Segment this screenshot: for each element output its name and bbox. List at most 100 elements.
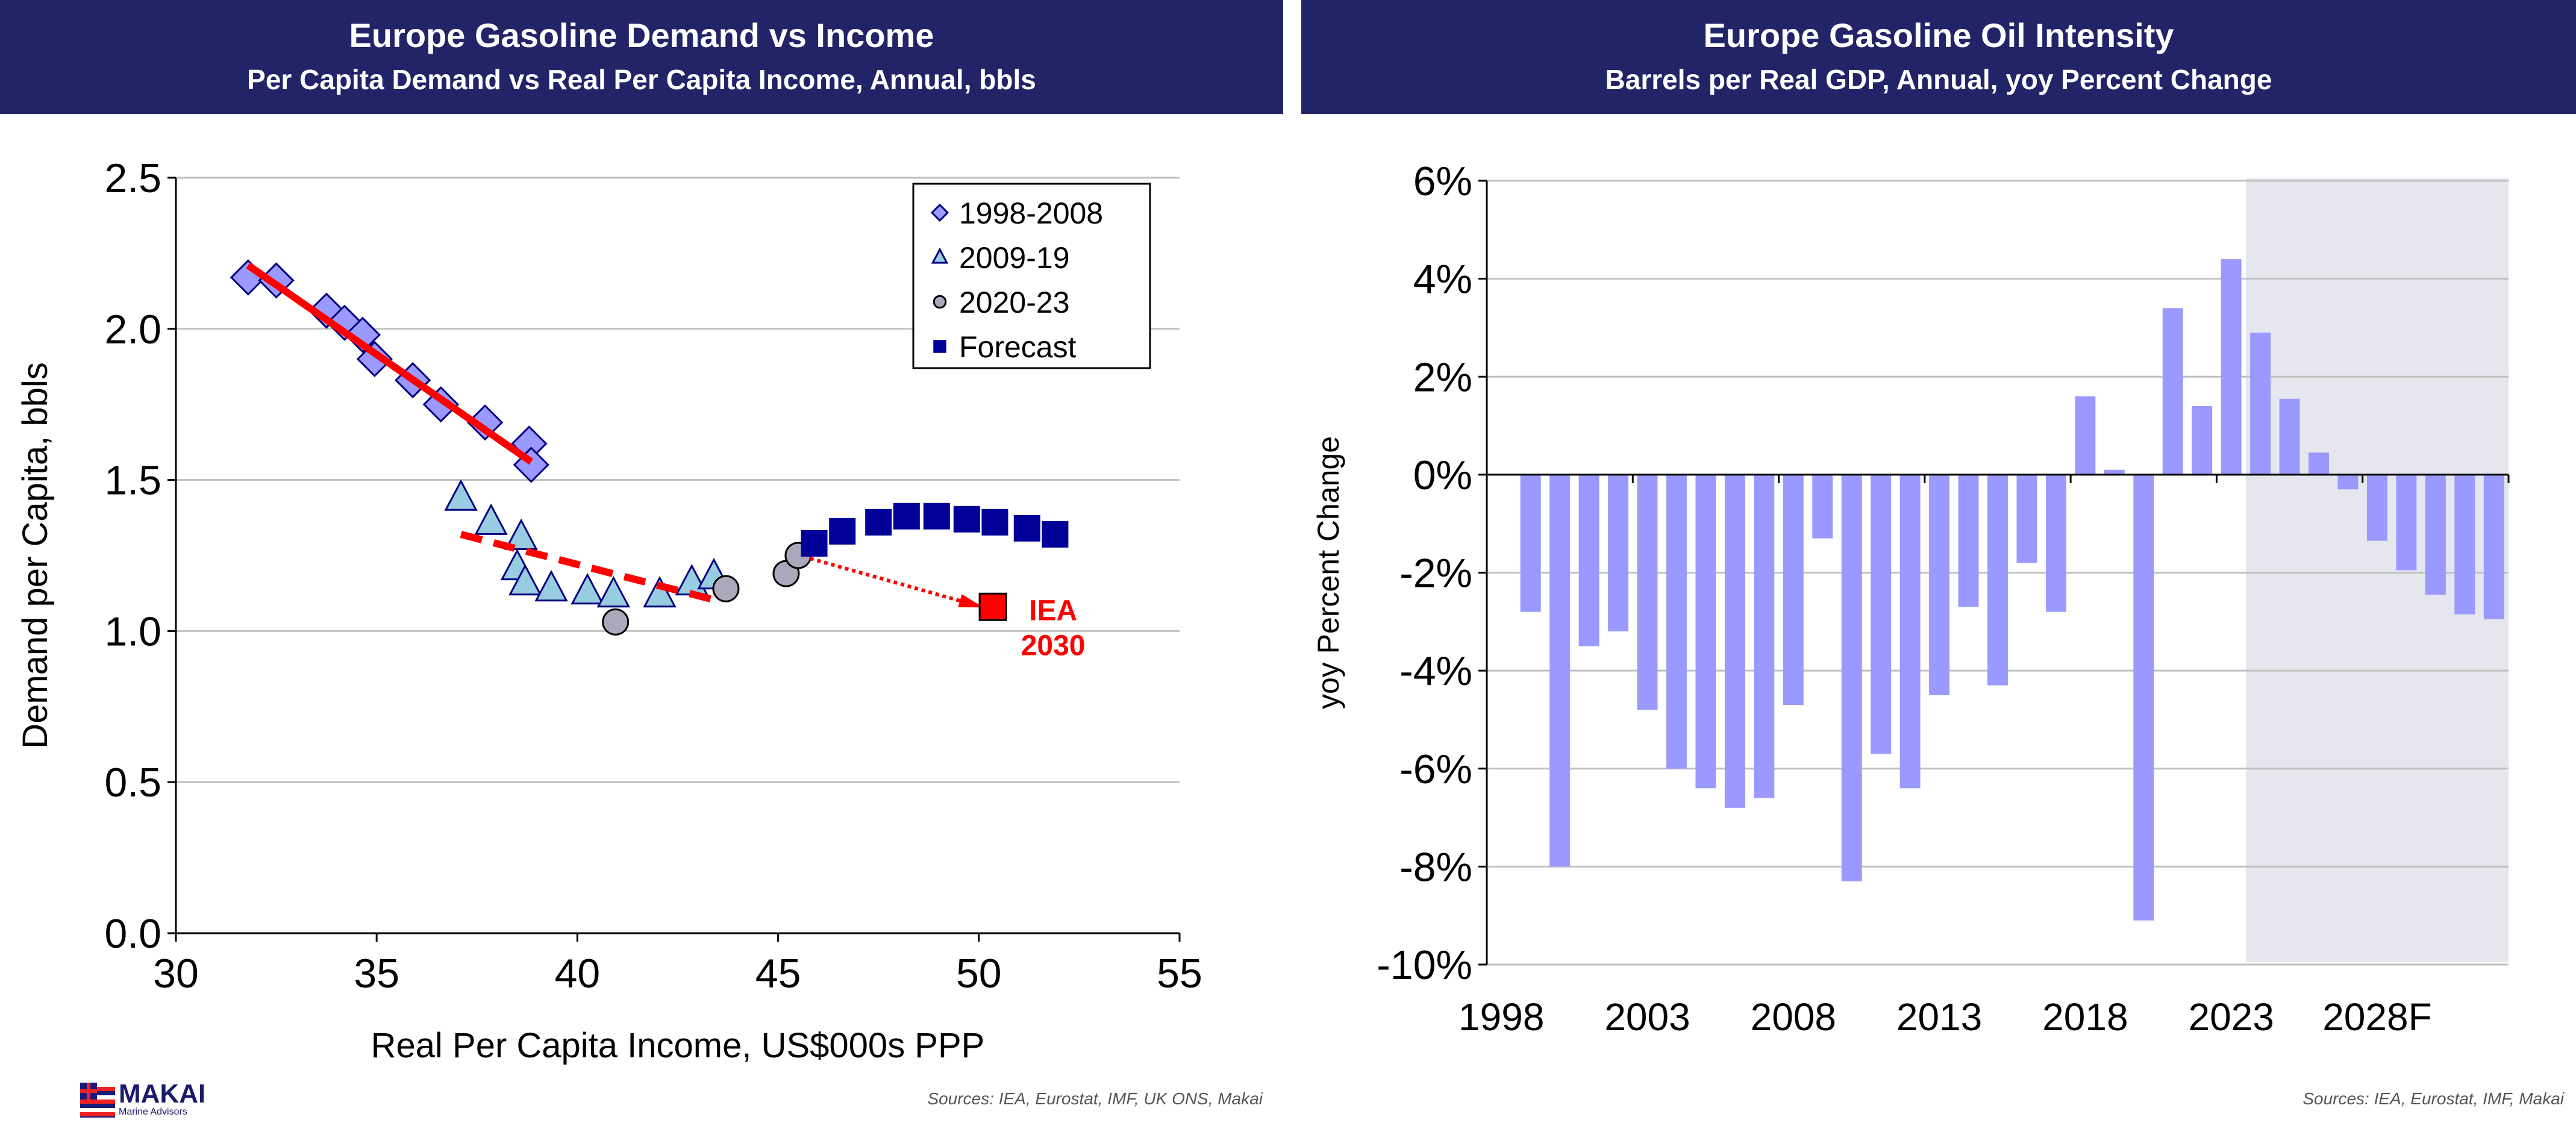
bar-2019 [2104, 469, 2125, 475]
x-tick-label: 2018 [2042, 995, 2128, 1039]
trendline-1998-2008 [246, 262, 534, 465]
iea-label-line1: IEA [1029, 595, 1077, 627]
bar-1999 [1520, 474, 1541, 612]
point-2009-19 [508, 563, 542, 596]
bar-2018 [2075, 396, 2096, 475]
trendline-2009-19 [460, 531, 719, 605]
logo-subtitle: Marine Advisors [119, 1107, 187, 1117]
legend-label: Forecast [959, 330, 1077, 364]
bar-2001 [1578, 474, 1599, 646]
point-2009-19 [643, 576, 677, 608]
y-tick-label: 2% [1413, 354, 1472, 400]
bar-2029 [2396, 474, 2417, 571]
y-tick-label: 2.5 [104, 155, 161, 201]
bar-2016 [2016, 474, 2037, 563]
bar-2013 [1929, 474, 1950, 695]
x-tick-label: 2003 [1604, 995, 1690, 1039]
left-chart-header: Europe Gasoline Demand vs Income Per Cap… [0, 0, 1283, 114]
y-tick-label: -10% [1377, 942, 1472, 988]
bar-2020 [2133, 474, 2154, 921]
bar-2027 [2337, 474, 2359, 490]
y-tick-label: 2.0 [104, 307, 161, 352]
point-Forecast [981, 508, 1008, 536]
point-Forecast [801, 530, 828, 557]
point-2009-19 [444, 479, 478, 511]
x-tick-label: 45 [755, 951, 801, 996]
right-chart-title: Europe Gasoline Oil Intensity [1703, 16, 2174, 54]
legend-box [912, 183, 1151, 369]
y-axis-label: yoy Percent Change [1311, 436, 1345, 709]
makai-logo: MAKAI Marine Advisors [80, 1079, 237, 1119]
legend-marker-2020-23 [933, 295, 947, 309]
iea-label-line2: 2030 [1021, 630, 1086, 662]
legend-label: 2009-19 [959, 241, 1070, 275]
y-tick-label: 4% [1413, 257, 1472, 302]
point-2009-19 [596, 576, 631, 608]
legend-marker-Forecast [933, 340, 946, 353]
point-2009-19 [534, 569, 568, 602]
x-tick-label: 50 [956, 951, 1002, 996]
bar-2008 [1783, 474, 1804, 705]
bar-2006 [1724, 474, 1745, 808]
x-axis-label: Real Per Capita Income, US$000s PPP [371, 1026, 985, 1065]
point-2009-19 [504, 518, 538, 551]
legend-marker-1998-2008 [930, 203, 949, 222]
legend-marker-2009-19 [931, 247, 949, 264]
point-2020-23 [602, 608, 630, 636]
right-sources: Sources: IEA, Eurostat, IMF, Makai [2302, 1089, 2564, 1108]
bar-2025 [2279, 398, 2300, 475]
bar-2015 [1987, 474, 2008, 686]
y-tick-label: -6% [1399, 746, 1472, 792]
bar-2028 [2366, 474, 2387, 541]
point-1998-2008 [467, 404, 504, 441]
point-Forecast [829, 518, 856, 545]
point-Forecast [1042, 521, 1069, 548]
bar-2002 [1608, 474, 1629, 632]
x-tick-label: 2023 [2188, 995, 2274, 1039]
point-Forecast [923, 502, 950, 530]
y-tick-label: 1.0 [104, 608, 161, 654]
y-tick-label: 1.5 [104, 458, 161, 504]
point-2020-23 [712, 575, 740, 602]
y-axis-label: Demand per Capita, bbls [16, 362, 55, 749]
right-chart-subtitle: Barrels per Real GDP, Annual, yoy Percen… [1605, 64, 2272, 95]
point-Forecast [1013, 515, 1040, 542]
left-chart-title: Europe Gasoline Demand vs Income [349, 16, 934, 54]
point-Forecast [953, 505, 980, 533]
left-chart-subtitle: Per Capita Demand vs Real Per Capita Inc… [247, 64, 1036, 95]
logo-name: MAKAI [119, 1079, 206, 1109]
bar-2032 [2483, 474, 2504, 619]
right-chart-header: Europe Gasoline Oil Intensity Barrels pe… [1301, 0, 2576, 114]
y-tick-label: 0.0 [104, 911, 161, 957]
left-sources: Sources: IEA, Eurostat, IMF, UK ONS, Mak… [927, 1089, 1263, 1108]
bar-2022 [2192, 406, 2213, 475]
bar-2031 [2454, 474, 2475, 615]
bar-2007 [1754, 474, 1775, 798]
x-tick-label: 35 [354, 951, 399, 996]
legend-label: 1998-2008 [959, 196, 1103, 230]
point-Forecast [865, 508, 892, 536]
bar-2009 [1812, 474, 1833, 539]
x-tick-label: 2028F [2322, 995, 2431, 1039]
bar-2003 [1637, 474, 1658, 710]
bar-2014 [1958, 474, 1979, 607]
bar-2017 [2045, 474, 2066, 612]
x-tick-label: 30 [153, 951, 199, 996]
x-tick-label: 2008 [1751, 995, 1836, 1039]
y-tick-label: -4% [1399, 648, 1472, 694]
y-tick-label: 6% [1413, 158, 1472, 204]
iea-arrow-line [810, 557, 972, 606]
x-tick-label: 55 [1157, 951, 1202, 996]
bar-2012 [1899, 474, 1921, 789]
iea-arrow-head-icon [958, 594, 984, 608]
x-tick-label: 40 [555, 951, 601, 996]
y-tick-label: 0.5 [104, 760, 161, 805]
bar-2026 [2309, 452, 2329, 475]
bar-2023 [2221, 259, 2242, 475]
x-tick-label: 2013 [1896, 995, 1982, 1039]
bar-2010 [1841, 474, 1862, 881]
point-Forecast [893, 502, 920, 530]
iea-2030-point [978, 592, 1007, 621]
bar-2021 [2162, 308, 2183, 475]
